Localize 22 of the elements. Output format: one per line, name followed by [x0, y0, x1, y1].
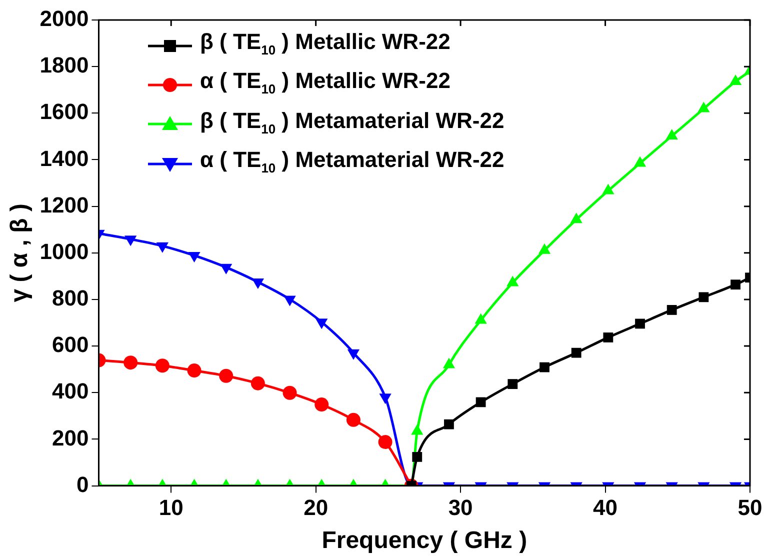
y-tick-label: 1000 — [40, 238, 89, 264]
y-tick-label: 1800 — [40, 52, 89, 78]
x-tick-label: 40 — [593, 495, 618, 520]
legend-label: α ( TE$_{10}$ ) Metamaterial WR-22 — [200, 146, 504, 178]
x-tick-label: 10 — [158, 495, 184, 520]
y-axis-title: γ ( α , β ) — [6, 204, 34, 302]
y-tick-label: 0 — [76, 472, 89, 497]
legend-label: α ( TE$_{10}$ ) Metallic WR-22 — [200, 67, 450, 99]
legend-label: β ( TE$_{10}$ ) Metallic WR-22 — [200, 28, 450, 60]
y-tick-label: 800 — [52, 286, 89, 311]
y-tick-label: 1400 — [40, 146, 89, 171]
y-tick-label: 400 — [52, 378, 89, 404]
y-tick-label: 1600 — [40, 99, 89, 124]
y-tick-label: 1200 — [40, 192, 89, 218]
y-tick-label: 200 — [52, 425, 89, 450]
x-tick-label: 30 — [448, 495, 473, 520]
x-tick-label: 20 — [304, 495, 328, 520]
x-axis-title: Frequency ( GHz ) — [322, 527, 528, 554]
y-tick-label: 2000 — [40, 6, 89, 32]
x-tick-label: 50 — [738, 495, 762, 520]
y-tick-label: 600 — [52, 332, 89, 358]
legend-label: β ( TE$_{10}$ ) Metamaterial WR-22 — [200, 106, 504, 138]
